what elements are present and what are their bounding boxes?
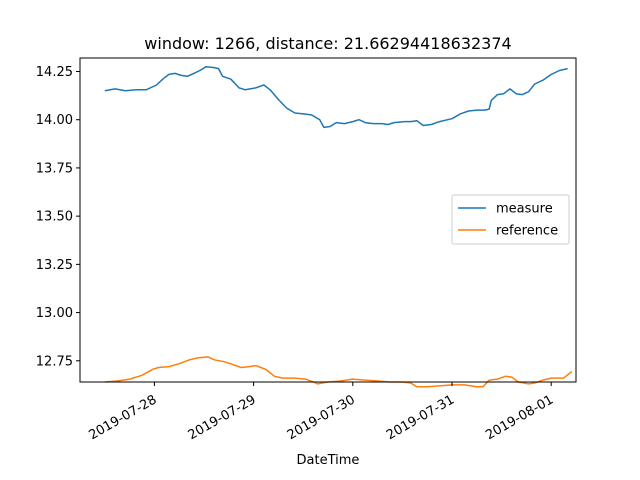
y-tick-label: 13.00	[36, 306, 73, 321]
y-axis: 12.75 13.00 13.25 13.50 13.75 14.00 14.25	[36, 65, 80, 369]
y-tick-label: 14.00	[36, 113, 73, 128]
y-tick-label: 13.75	[36, 161, 73, 176]
series-line-reference	[104, 356, 573, 388]
axes-frame	[79, 57, 577, 383]
plot-area	[104, 65, 573, 388]
y-tick-label: 14.25	[36, 65, 73, 80]
y-tick-label: 12.75	[36, 354, 73, 369]
series-line-measure	[104, 65, 568, 129]
legend-label-measure: measure	[496, 202, 553, 217]
x-axis-label: DateTime	[297, 453, 360, 468]
y-tick-label: 13.25	[36, 258, 73, 273]
y-tick-label: 13.50	[36, 210, 73, 225]
legend: measure reference	[451, 194, 570, 245]
chart-title: window: 1266, distance: 21.6629441863237…	[144, 34, 511, 53]
legend-label-reference: reference	[496, 224, 558, 239]
